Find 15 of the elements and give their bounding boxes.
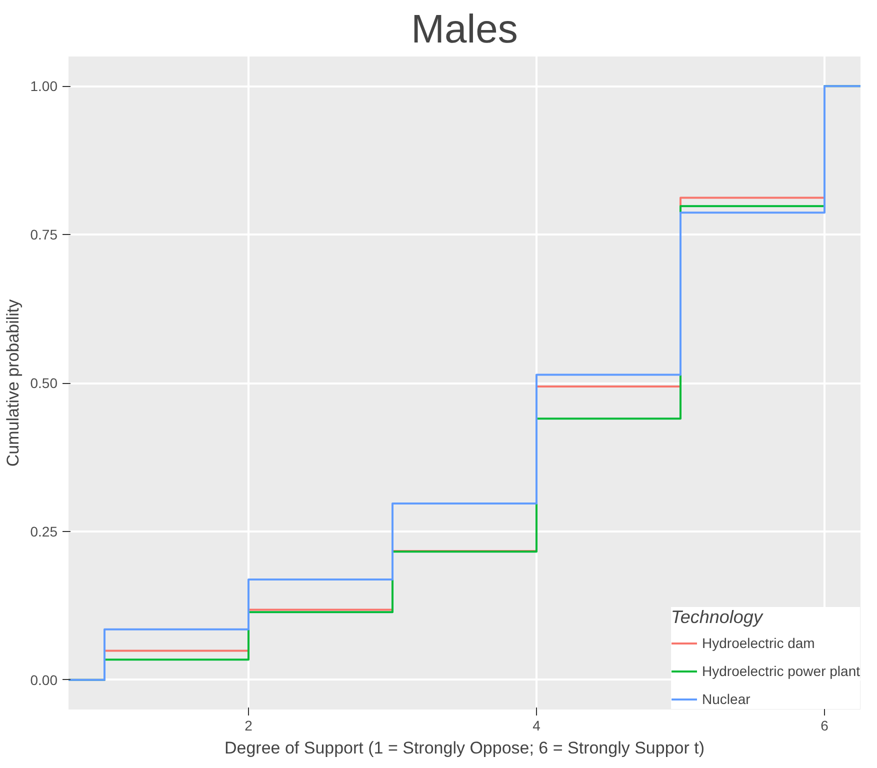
y-tick-label: 0.00 xyxy=(30,672,58,688)
y-tick-label: 0.25 xyxy=(30,523,58,540)
x-tick-label: 2 xyxy=(244,718,253,734)
y-tick-label: 0.50 xyxy=(30,375,58,391)
legend-label: Hydroelectric power plant xyxy=(702,663,860,679)
y-axis-title: Cumulative probability xyxy=(3,298,22,467)
chart-title: Males xyxy=(411,8,518,52)
x-tick-label: 4 xyxy=(532,718,541,734)
x-tick-label: 6 xyxy=(820,718,829,734)
y-tick-label: 1.00 xyxy=(30,78,58,94)
y-tick-label: 0.75 xyxy=(30,226,58,243)
legend-label: Nuclear xyxy=(702,691,750,707)
legend-title: Technology xyxy=(671,607,764,628)
legend-label: Hydroelectric dam xyxy=(702,635,815,651)
x-axis-title: Degree of Support (1 = Strongly Oppose; 6 = Strongly Suppor t) xyxy=(224,738,705,758)
